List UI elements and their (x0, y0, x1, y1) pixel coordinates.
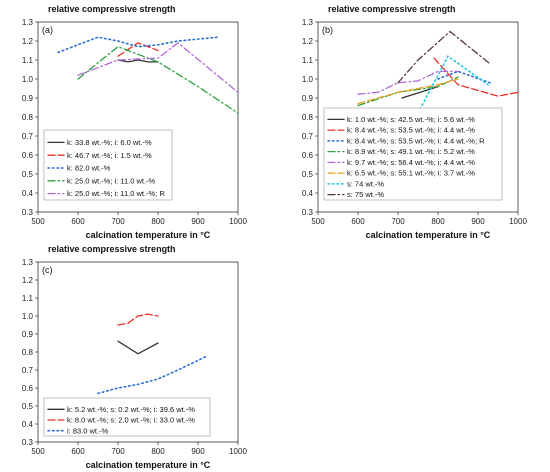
series-line-0 (401, 85, 439, 99)
y-tick-label: 1.3 (22, 18, 34, 27)
y-tick-label: 0.7 (22, 132, 34, 141)
y-tick-label: 1.0 (22, 75, 34, 84)
y-tick-label: 1.1 (302, 56, 314, 65)
y-tick-label: 0.4 (22, 420, 34, 429)
series-line-2 (57, 36, 219, 54)
y-tick-label: 0.6 (22, 384, 34, 393)
series-line-5 (357, 78, 459, 105)
chart-title: relative compressive strength (48, 244, 176, 254)
x-tick-label: 1000 (229, 217, 247, 226)
legend-box (323, 107, 503, 201)
x-tick-label: 600 (71, 217, 85, 226)
y-tick-label: 0.8 (302, 113, 314, 122)
legend-entry: k: 8.4 wt.-%; s: 53.5 wt.-%; i: 4.4 wt.-… (347, 126, 475, 135)
series-line-1 (117, 42, 159, 57)
x-tick-label: 600 (351, 217, 365, 226)
x-tick-label: 700 (111, 217, 125, 226)
y-tick-label: 0.7 (22, 366, 34, 375)
x-axis-label: calcination temperature in °C (86, 460, 211, 470)
legend-entry: k: 5.2 wt.-%; s: 0.2 wt.-%; i: 39.6 wt.-… (67, 405, 195, 414)
legend-entry: k: 33.8 wt.-%; i: 6.0 wt.-% (67, 138, 152, 147)
series-line-1 (117, 313, 159, 326)
chart-panel-2: relative compressive strength 0.3 0.4 0.5 0.… (22, 244, 248, 470)
x-tick-label: 800 (151, 217, 165, 226)
series-line-4 (357, 70, 459, 95)
x-axis-label: calcination temperature in °C (366, 230, 491, 240)
panel-label: (b) (322, 25, 333, 35)
y-tick-label: 1.1 (22, 294, 34, 303)
x-tick-label: 500 (31, 217, 45, 226)
y-tick-label: 0.6 (22, 151, 34, 160)
y-tick-label: 0.5 (22, 170, 34, 179)
y-tick-label: 0.5 (22, 402, 34, 411)
y-tick-label: 0.3 (22, 438, 34, 447)
x-tick-label: 1000 (229, 447, 247, 456)
legend-entry: k: 25.0 wt.-%; i: 11.0 wt.-% (67, 176, 156, 185)
series-line-7 (397, 30, 491, 84)
x-tick-label: 1000 (509, 217, 527, 226)
chart-title: relative compressive strength (328, 4, 456, 14)
y-tick-label: 0.6 (302, 151, 314, 160)
y-tick-label: 1.3 (302, 18, 314, 27)
y-tick-label: 0.3 (22, 208, 34, 217)
series-line-2 (97, 354, 209, 395)
x-tick-label: 500 (31, 447, 45, 456)
legend-entry: s: 74 wt.-% (347, 179, 384, 188)
y-tick-label: 0.4 (302, 189, 314, 198)
legend-entry: k: 8.4 wt.-%; s: 53.5 wt.-%; i: 4.4 wt.-… (347, 136, 485, 145)
series-line-3 (77, 45, 239, 114)
x-tick-label: 700 (111, 447, 125, 456)
y-tick-label: 0.4 (22, 189, 34, 198)
chart-title: relative compressive strength (48, 4, 176, 14)
series-line-6 (417, 55, 489, 114)
y-tick-label: 0.7 (302, 132, 314, 141)
y-tick-label: 1.1 (22, 56, 34, 65)
chart-panel-0: relative compressive strength 0.3 0.4 0.5 0.… (22, 4, 248, 240)
x-axis-label: calcination temperature in °C (86, 230, 211, 240)
y-tick-label: 1.2 (302, 37, 314, 46)
legend-entry: k: 1.0 wt.-%; s: 42.5 wt.-%; i: 5.6 wt.-… (347, 115, 475, 124)
y-tick-label: 1.2 (22, 276, 34, 285)
y-tick-label: 0.9 (302, 94, 314, 103)
x-tick-label: 900 (471, 217, 485, 226)
series-line-3 (357, 76, 459, 107)
legend-entry: s: 75 wt.-% (347, 190, 384, 199)
x-tick-label: 800 (151, 447, 165, 456)
legend-entry: k: 8.0 wt.-%; s: 2.0 wt.-%; i: 33.0 wt.-… (67, 416, 195, 425)
x-tick-label: 700 (391, 217, 405, 226)
y-tick-label: 1.2 (22, 37, 34, 46)
legend-entry: k: 25.0 wt.-%; i: 11.0 wt.-%; R (67, 189, 165, 198)
x-tick-label: 600 (71, 447, 85, 456)
y-tick-label: 0.8 (22, 348, 34, 357)
y-tick-label: 0.3 (302, 208, 314, 217)
y-tick-label: 0.9 (22, 94, 34, 103)
series-line-1 (433, 57, 519, 97)
legend-entry: i: 83.0 wt.-% (67, 426, 109, 435)
series-line-4 (77, 42, 239, 93)
chart-panel-1: relative compressive strength 0.3 0.4 0.5 0.… (302, 4, 528, 240)
x-tick-label: 500 (311, 217, 325, 226)
legend-entry: k: 46.7 wt.-%; i: 1.5 wt.-% (67, 151, 152, 160)
y-tick-label: 1.3 (22, 258, 34, 267)
y-tick-label: 0.5 (302, 170, 314, 179)
y-tick-label: 1.0 (22, 312, 34, 321)
series-line-0 (117, 340, 159, 355)
series-line-0 (117, 59, 159, 63)
panel-label: (c) (42, 265, 53, 275)
legend-box (43, 129, 173, 201)
legend-entry: k: 8.9 wt.-%; s: 49.1 wt.-%; i: 5.2 wt.-… (347, 147, 475, 156)
series-line-2 (437, 70, 491, 84)
x-tick-label: 900 (191, 217, 205, 226)
legend-entry: k: 6.5 wt.-%; s: 55.1 wt.-%; i: 3.7 wt.-… (347, 169, 475, 178)
x-tick-label: 800 (431, 217, 445, 226)
panel-label: (a) (42, 25, 53, 35)
x-tick-label: 900 (191, 447, 205, 456)
y-tick-label: 0.8 (22, 113, 34, 122)
legend-box (43, 397, 211, 437)
y-tick-label: 1.0 (302, 75, 314, 84)
y-tick-label: 0.9 (22, 330, 34, 339)
legend-entry: k: 9.7 wt.-%; s: 56.4 wt.-%; i: 4.4 wt.-… (347, 158, 475, 167)
legend-entry: k: 82.0 wt.-% (67, 164, 111, 173)
